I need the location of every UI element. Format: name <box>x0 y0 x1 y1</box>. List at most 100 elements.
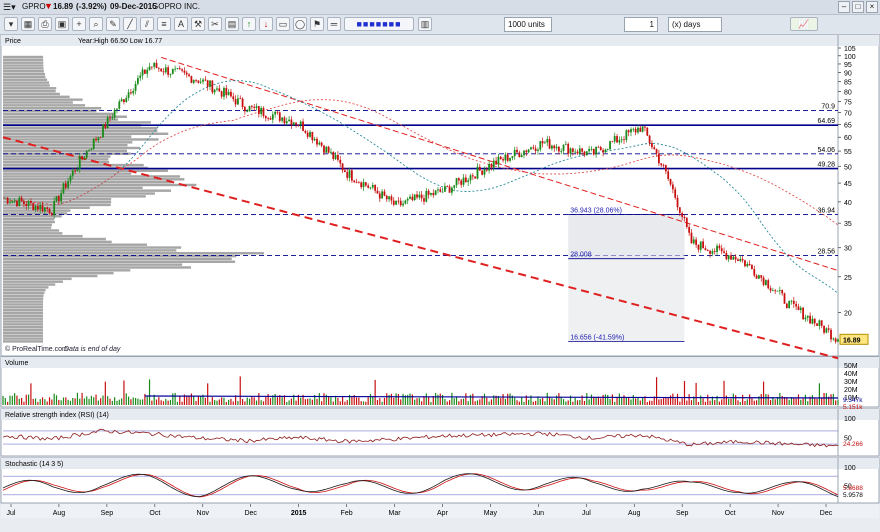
x-tick-label: Feb <box>341 510 353 517</box>
volume-bar <box>595 397 597 405</box>
volume-bar <box>774 399 776 405</box>
arrow-down-icon[interactable]: ↓ <box>259 17 273 31</box>
volume-bar <box>237 401 239 405</box>
volume-profile-bar <box>3 257 232 261</box>
volume-bar <box>665 398 667 405</box>
volume-bar <box>614 401 616 405</box>
volume-bar <box>602 394 604 405</box>
candle-body <box>553 145 556 149</box>
pencil-icon[interactable]: ✎ <box>106 17 120 31</box>
candle-body <box>48 208 51 214</box>
flag-icon[interactable]: ⚑ <box>310 17 324 31</box>
volume-bar <box>644 396 646 405</box>
volume-profile-bar <box>3 180 172 184</box>
candle-body <box>483 169 486 175</box>
tools-icon[interactable]: ⚒ <box>191 17 205 31</box>
maximize-icon[interactable]: □ <box>852 1 864 13</box>
volume-profile-bar <box>3 246 182 249</box>
text-icon[interactable]: A <box>174 17 188 31</box>
candle-body <box>241 98 244 108</box>
volume-bar <box>218 399 220 405</box>
channel-icon[interactable]: ⫽ <box>140 17 154 31</box>
ellipse-icon[interactable]: ◯ <box>293 17 307 31</box>
fibonacci-icon[interactable]: ≡ <box>157 17 171 31</box>
period-unit-select[interactable]: (x) days <box>668 17 722 32</box>
volume-bar <box>286 402 288 405</box>
volume-bar <box>825 393 827 405</box>
candle-body <box>18 197 21 207</box>
chart-type-icon[interactable]: ▥ <box>418 17 432 31</box>
volume-bar <box>239 376 241 405</box>
volume-tick-label: 30M <box>844 379 858 386</box>
x-tick-label: Sep <box>676 510 689 517</box>
volume-bar <box>455 396 458 405</box>
volume-bar <box>67 399 69 405</box>
volume-bar <box>9 395 11 405</box>
volume-profile-bar <box>3 217 55 221</box>
candle-body <box>674 189 677 198</box>
candle-body <box>143 69 146 74</box>
candle-body <box>760 275 763 278</box>
candle-body <box>418 194 421 198</box>
save-icon[interactable]: ▣ <box>55 17 69 31</box>
scissors-icon[interactable]: ✂ <box>208 17 222 31</box>
candle-body <box>506 154 509 161</box>
volume-bar <box>460 399 462 405</box>
zoom-icon[interactable]: ⌕ <box>89 17 103 31</box>
arrow-up-icon[interactable]: ↑ <box>242 17 256 31</box>
volume-bar <box>421 401 423 405</box>
chart-style-icon[interactable]: 📈 <box>790 17 818 31</box>
volume-bar <box>444 398 446 405</box>
volume-bar <box>772 397 774 405</box>
volume-bar <box>716 395 718 405</box>
close-icon[interactable]: × <box>866 1 878 13</box>
chart-canvas[interactable]: 70.9 64.69 54.06 49.28 36.94 28.56 36.943 (28.… <box>0 35 880 532</box>
units-select[interactable]: 1000 units <box>504 17 552 32</box>
menu-icon[interactable]: ☰▾ <box>3 2 16 12</box>
volume-bar <box>611 394 613 405</box>
print-icon[interactable]: ⎙ <box>38 17 52 31</box>
candle-body <box>613 136 616 142</box>
volume-bar <box>216 400 218 405</box>
volume-bar <box>604 394 607 405</box>
volume-bar <box>335 395 337 405</box>
line-width-icon[interactable]: ═ <box>327 17 341 31</box>
candle-body <box>125 97 128 102</box>
volume-profile-bar <box>3 223 52 227</box>
crosshair-icon[interactable]: + <box>72 17 86 31</box>
candle-body <box>220 91 223 97</box>
candle-body <box>50 213 53 216</box>
candle-body <box>583 151 586 156</box>
candle-body <box>139 75 142 79</box>
calculator-icon[interactable]: ▤ <box>225 17 239 31</box>
candle-body <box>632 128 635 130</box>
candle-body <box>234 99 237 105</box>
candle-body <box>597 146 600 148</box>
candle-body <box>832 338 835 340</box>
volume-profile-bar <box>3 212 68 215</box>
candle-body <box>630 129 632 133</box>
volume-profile-bar <box>3 288 46 292</box>
candle-body <box>767 280 770 289</box>
color-palette-icon[interactable]: ■■■■■■■ <box>344 17 414 31</box>
candle-body <box>523 150 525 156</box>
new-chart-icon[interactable]: ▦ <box>21 17 35 31</box>
minimize-icon[interactable]: – <box>838 1 850 13</box>
trendline-icon[interactable]: ╱ <box>123 17 137 31</box>
period-input[interactable]: 1 <box>624 17 658 32</box>
candle-body <box>639 127 642 132</box>
volume-bar <box>776 396 779 405</box>
volume-bar <box>807 401 809 405</box>
volume-bar <box>388 394 390 405</box>
volume-bar <box>167 400 169 405</box>
rectangle-icon[interactable]: ▭ <box>276 17 290 31</box>
volume-bar <box>130 399 132 405</box>
volume-bar <box>323 393 325 405</box>
candle-body <box>595 146 598 155</box>
x-tick-label: May <box>484 510 498 517</box>
volume-bar <box>751 397 753 405</box>
volume-bar <box>609 399 611 405</box>
volume-bar <box>695 382 697 405</box>
volume-bar <box>195 401 197 405</box>
menu-icon[interactable]: ▾ <box>4 17 18 31</box>
